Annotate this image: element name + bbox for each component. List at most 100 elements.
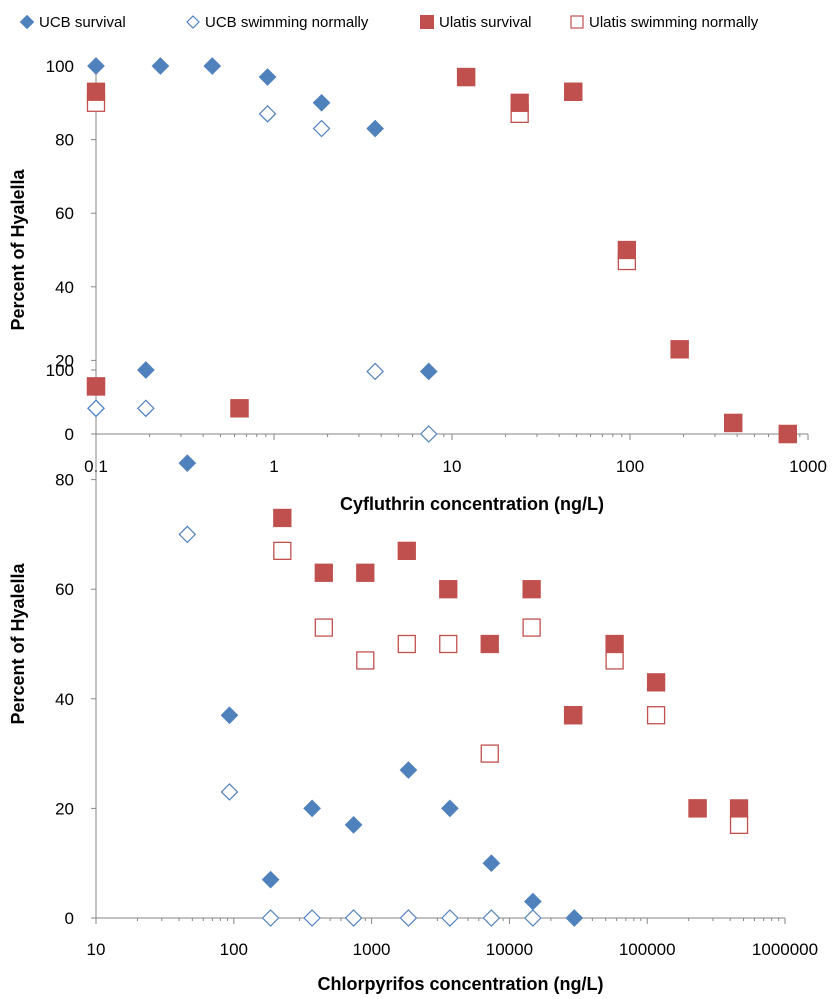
chart1-y-tick-label: 20 bbox=[55, 351, 74, 370]
chart1-y-tick-label: 80 bbox=[55, 131, 74, 150]
chart2-point-ucb-survival bbox=[565, 909, 584, 927]
chart2-point-ucb-survival bbox=[524, 892, 542, 911]
chart2-x-axis-label: Chlorpyrifos concentration (ng/L) bbox=[318, 974, 604, 994]
chart1-point-ucb-swimming-normally bbox=[366, 362, 384, 381]
chart2-point-ulatis-survival bbox=[646, 673, 666, 692]
chart2-point-ulatis-swimming-normally bbox=[729, 815, 749, 834]
chart2-y-axis-label: Percent of Hyalella bbox=[8, 562, 28, 724]
chart2-point-ulatis-swimming-normally bbox=[646, 706, 666, 725]
chart1-y-axis-label: Percent of Hyalella bbox=[8, 168, 28, 330]
chart2-point-ulatis-swimming-normally bbox=[273, 541, 292, 560]
chart2-point-ucb-survival bbox=[441, 799, 459, 818]
legend-item-ulatis-survival: Ulatis survival bbox=[420, 8, 532, 36]
chart2-x-tick-label: 1000 bbox=[353, 940, 391, 959]
chart1-point-ucb-survival bbox=[87, 57, 105, 75]
chart1-point-ucb-survival bbox=[203, 57, 222, 75]
chart2-point-ucb-swimming-normally bbox=[261, 909, 280, 927]
chart1-point-ulatis-survival bbox=[564, 82, 583, 101]
chart1-point-ulatis-survival bbox=[617, 240, 636, 260]
chart2-point-ucb-survival bbox=[399, 761, 418, 779]
chart2-point-ulatis-survival bbox=[480, 634, 499, 654]
chart2-point-ucb-swimming-normally bbox=[441, 909, 459, 927]
open-diamond-marker-icon bbox=[186, 15, 200, 29]
chart2-point-ulatis-swimming-normally bbox=[605, 651, 624, 670]
chart1-point-ucb-survival bbox=[312, 93, 331, 112]
chart2-point-ucb-survival bbox=[261, 870, 280, 889]
chart2-point-ulatis-survival bbox=[356, 563, 375, 582]
chart1-point-ucb-survival bbox=[419, 362, 438, 381]
chart2-y-tick-label: 0 bbox=[65, 909, 74, 928]
chart2-point-ulatis-survival bbox=[314, 563, 333, 582]
chart2-point-ucb-swimming-normally bbox=[399, 909, 418, 927]
chart1-point-ucb-survival bbox=[258, 68, 277, 86]
chart2-point-ucb-survival bbox=[344, 815, 363, 834]
chart2-y-tick-label: 80 bbox=[55, 471, 74, 490]
chart1-x-tick-label: 1 bbox=[269, 457, 278, 476]
legend-label: Ulatis swimming normally bbox=[589, 13, 759, 31]
chart1-y-tick-label: 0 bbox=[65, 425, 74, 444]
chart2-x-tick-label: 10 bbox=[87, 940, 106, 959]
chart2-x-tick-label: 100000 bbox=[619, 940, 676, 959]
legend-label: UCB swimming normally bbox=[205, 13, 369, 31]
chart2-point-ucb-survival bbox=[178, 454, 197, 473]
chart1-x-axis-label: Cyfluthrin concentration (ng/L) bbox=[340, 494, 604, 514]
chart1-y-tick-label: 60 bbox=[55, 204, 74, 223]
chart1-point-ulatis-survival bbox=[670, 340, 689, 359]
chart1-x-tick-label: 100 bbox=[616, 457, 644, 476]
chart2-point-ucb-swimming-normally bbox=[524, 909, 542, 927]
chart2-point-ulatis-survival bbox=[729, 799, 749, 818]
chart2-point-ulatis-swimming-normally bbox=[397, 634, 416, 654]
chart2-point-ulatis-survival bbox=[522, 580, 541, 599]
legend-label: UCB survival bbox=[39, 13, 126, 31]
chart2-point-ucb-survival bbox=[220, 706, 239, 725]
chart1-point-ucb-swimming-normally bbox=[419, 425, 438, 443]
chart2-point-ulatis-survival bbox=[688, 799, 707, 818]
chart1-point-ucb-survival bbox=[151, 57, 170, 75]
chart2-point-ulatis-survival bbox=[563, 706, 583, 725]
chart2-y-tick-label: 60 bbox=[55, 580, 74, 599]
chart2-point-ucb-swimming-normally bbox=[87, 399, 105, 418]
chart2-point-ucb-swimming-normally bbox=[482, 909, 501, 927]
chart2-point-ucb-swimming-normally bbox=[136, 399, 155, 418]
legend-item-ucb-survival: UCB survival bbox=[20, 8, 126, 36]
legend-item-ucb-swimming: UCB swimming normally bbox=[186, 8, 368, 36]
chart2-y-tick-label: 20 bbox=[55, 799, 74, 818]
chart2-point-ulatis-survival bbox=[273, 508, 292, 528]
chart1-y-tick-label: 100 bbox=[46, 57, 74, 76]
chart2-point-ucb-swimming-normally bbox=[303, 909, 321, 927]
chart2-point-ulatis-survival bbox=[397, 541, 416, 560]
chart2-point-ulatis-swimming-normally bbox=[439, 634, 458, 654]
chart1-point-ulatis-survival bbox=[510, 93, 529, 112]
legend-item-ulatis-swimming: Ulatis swimming normally bbox=[570, 8, 758, 36]
chart1-point-ucb-swimming-normally bbox=[258, 104, 277, 123]
chart1-point-ulatis-survival bbox=[724, 413, 743, 433]
chart2-point-ulatis-swimming-normally bbox=[314, 618, 333, 637]
chart2-point-ucb-swimming-normally bbox=[178, 525, 197, 544]
chart1-point-ulatis-survival bbox=[86, 82, 106, 101]
chart2-point-ucb-survival bbox=[482, 854, 501, 873]
chart2-point-ulatis-survival bbox=[439, 580, 458, 599]
chart1-x-tick-label: 10 bbox=[443, 457, 462, 476]
chart2-point-ucb-survival bbox=[303, 799, 321, 818]
chart2-point-ulatis-survival bbox=[230, 399, 249, 418]
chart-legend: UCB survival UCB swimming normally Ulati… bbox=[0, 8, 834, 36]
chart1-point-ulatis-survival bbox=[778, 424, 797, 444]
chart2-x-tick-label: 10000 bbox=[486, 940, 533, 959]
chart1-point-ulatis-survival bbox=[456, 67, 476, 87]
chart1-point-ucb-swimming-normally bbox=[312, 119, 331, 138]
chart2-point-ulatis-swimming-normally bbox=[356, 651, 375, 670]
chart1-point-ucb-survival bbox=[366, 119, 384, 138]
chart2-point-ulatis-survival bbox=[86, 377, 106, 396]
chart2-point-ucb-swimming-normally bbox=[220, 783, 239, 801]
filled-diamond-marker-icon bbox=[20, 15, 34, 29]
legend-label: Ulatis survival bbox=[439, 13, 532, 31]
chart2-point-ulatis-survival bbox=[605, 634, 624, 654]
chart1-y-tick-label: 40 bbox=[55, 278, 74, 297]
chart2-x-tick-label: 100 bbox=[220, 940, 248, 959]
chart2-point-ulatis-swimming-normally bbox=[522, 618, 541, 637]
chart2-point-ulatis-swimming-normally bbox=[480, 744, 499, 763]
chart2-y-tick-label: 100 bbox=[46, 361, 74, 380]
open-square-marker-icon bbox=[570, 15, 584, 29]
chart2-x-tick-label: 1000000 bbox=[752, 940, 818, 959]
